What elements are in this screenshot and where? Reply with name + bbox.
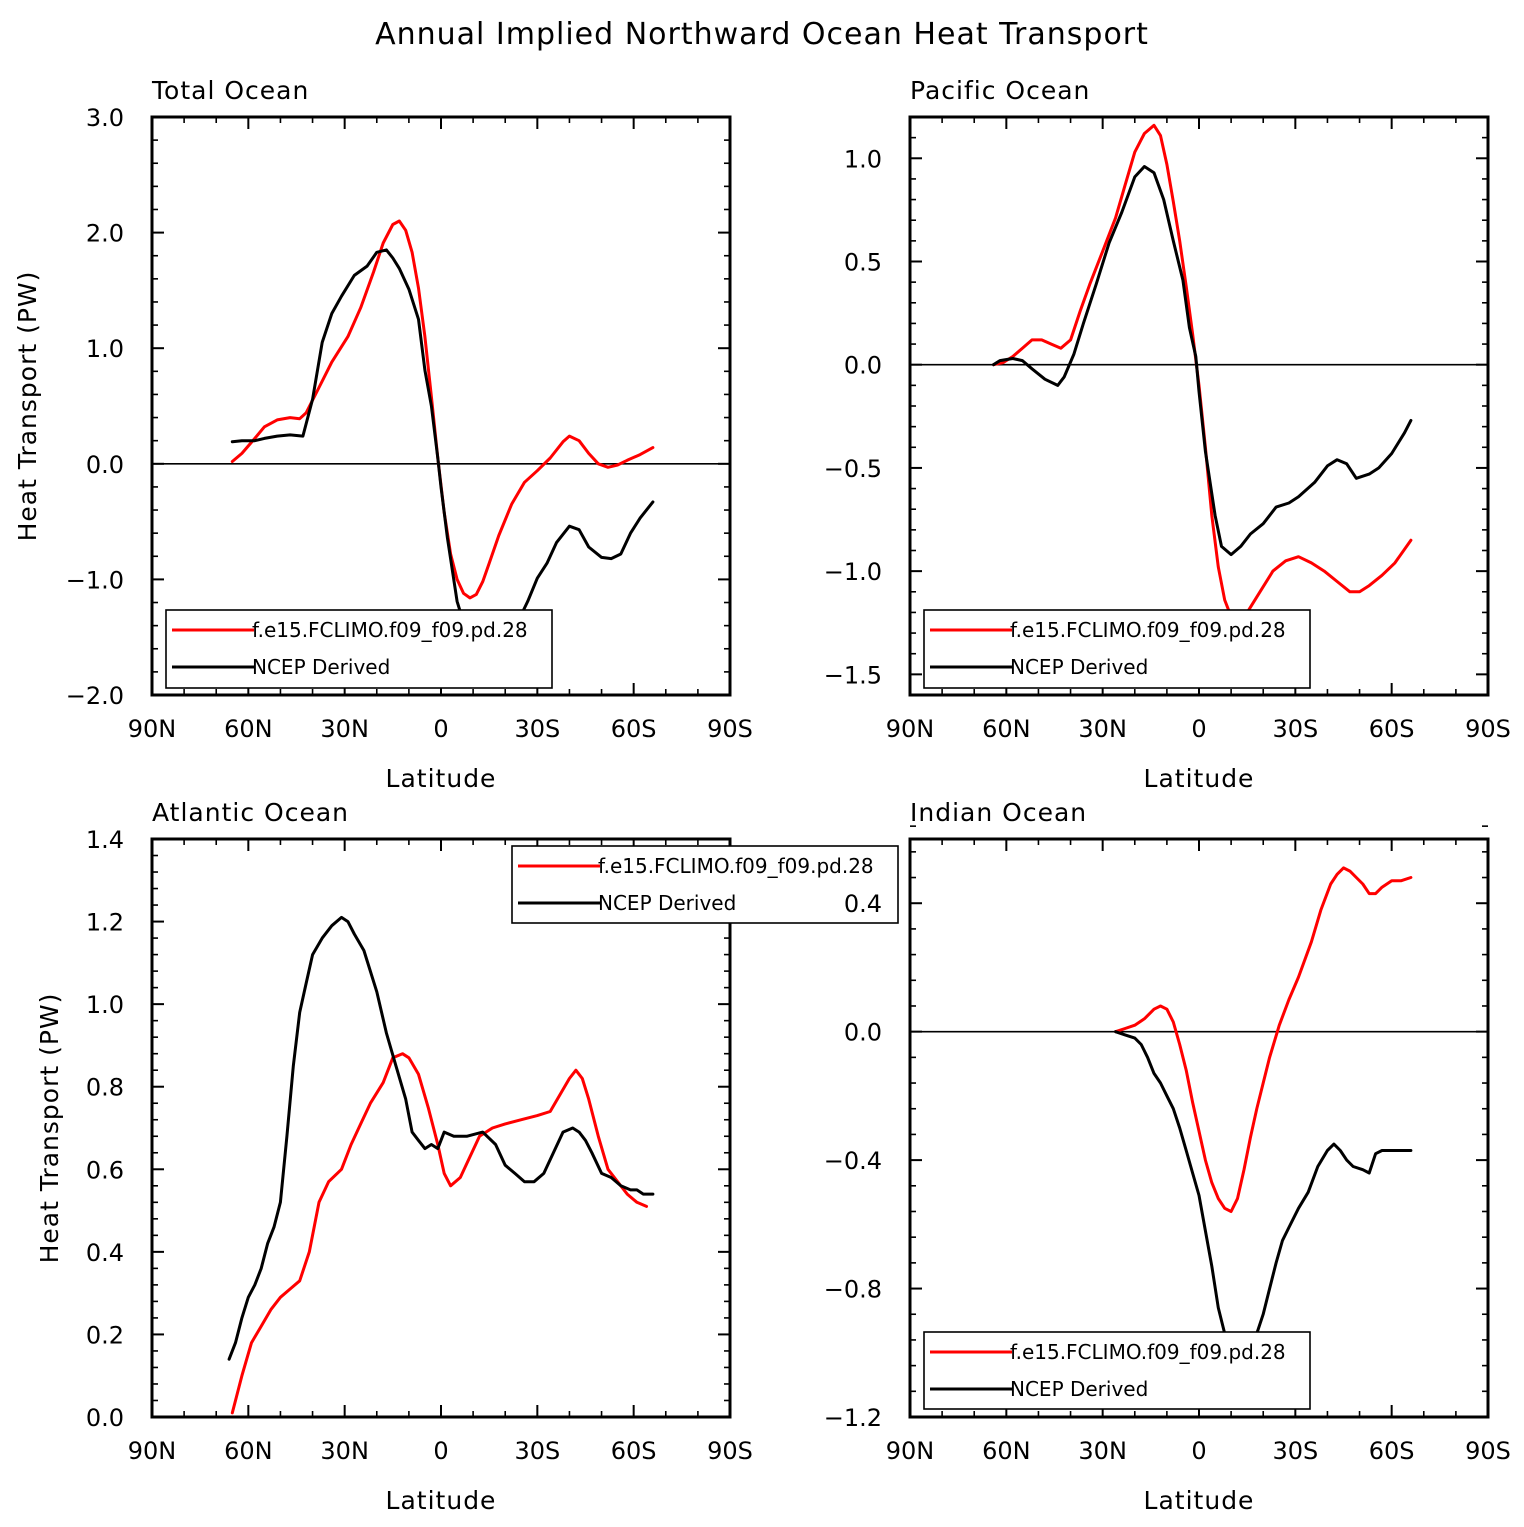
legend-label-ncep: NCEP Derived [1010,1377,1148,1401]
y-tick-label: −1.5 [824,661,882,689]
y-tick-label: 0.4 [86,1239,124,1267]
chart-title: Annual Implied Northward Ocean Heat Tran… [375,17,1149,52]
x-tick-label: 30S [514,1437,560,1465]
legend-label-model: f.e15.FCLIMO.f09_f09.pd.28 [1010,1340,1286,1364]
series-line-model [230,1052,648,1415]
panel-title: Indian Ocean [910,798,1087,827]
legend-label-model: f.e15.FCLIMO.f09_f09.pd.28 [1010,618,1286,642]
series-line-ncep [230,248,655,659]
x-tick-label: 30N [1078,715,1127,743]
panel-indian-ocean: Indian Ocean 90N 60N 30N 0 30S 60S 90S −1.2 −0.8 −… [824,798,1511,1515]
legend-label-model: f.e15.FCLIMO.f09_f09.pd.28 [252,618,528,642]
x-tick-label: 60N [982,1437,1031,1465]
y-tick-label: 0.8 [86,1074,124,1102]
y-tick-label: −1.0 [824,558,882,586]
y-tick-label: 0.0 [844,1019,882,1047]
series-line-model [1114,866,1413,1213]
x-tick-label: 90N [886,715,935,743]
y-tick-label: 0.0 [844,352,882,380]
y-tick-label: 1.0 [86,991,124,1019]
legend: f.e15.FCLIMO.f09_f09.pd.28 NCEP Derived [511,845,899,924]
x-tick-label: 0 [1191,715,1206,743]
legend-label-ncep: NCEP Derived [598,891,736,915]
x-tick-label: 90S [1465,715,1511,743]
series-line-ncep [992,165,1413,557]
plot-frame [150,115,732,697]
y-tick-label: 1.0 [86,335,124,363]
y-tick-label: 0.5 [844,249,882,277]
x-tick-label: 90N [128,715,177,743]
y-tick-label: 3.0 [86,104,124,132]
x-tick-label: 30S [514,715,560,743]
legend-label-model: f.e15.FCLIMO.f09_f09.pd.28 [598,854,874,878]
x-tick-label: 60N [224,715,273,743]
y-tick-label: 1.2 [86,909,124,937]
x-tick-label: 30S [1272,715,1318,743]
y-axis-label: Heat Transport (PW) [13,271,42,542]
legend-label-ncep: NCEP Derived [252,655,390,679]
x-tick-label: 30N [320,1437,369,1465]
legend: f.e15.FCLIMO.f09_f09.pd.28 NCEP Derived [923,609,1311,689]
x-axis-label: Latitude [1144,1486,1255,1515]
x-tick-label: 60N [224,1437,273,1465]
x-tick-label: 0 [1191,1437,1206,1465]
x-tick-label: 90S [707,1437,753,1465]
legend-box [923,1331,1311,1410]
y-tick-label: 0.4 [844,890,882,918]
y-axis-label: Heat Transport (PW) [35,993,64,1264]
y-tick-label: −2.0 [66,682,124,710]
panel-title: Pacific Ocean [910,76,1090,105]
x-axis-label: Latitude [386,764,497,793]
y-tick-label: −1.0 [66,566,124,594]
y-tick-label: 0.0 [86,451,124,479]
x-axis-label: Latitude [386,1486,497,1515]
series-line-model [230,219,655,600]
y-tick-label: 0.2 [86,1321,124,1349]
x-tick-label: 90S [707,715,753,743]
x-tick-label: 90N [128,1437,177,1465]
plot-frame [908,115,1490,697]
y-tick-label: 1.0 [844,145,882,173]
y-tick-label: 0.6 [86,1156,124,1184]
series-line-ncep [227,915,655,1361]
x-tick-label: 60S [611,1437,657,1465]
x-tick-label: 90S [1465,1437,1511,1465]
panel-total-ocean: Total Ocean 90N 60N 30N 0 30S 60S 90S −2.0 −1.0 0.… [13,76,753,793]
x-tick-label: 30N [1078,1437,1127,1465]
legend: f.e15.FCLIMO.f09_f09.pd.28 NCEP Derived [923,1331,1311,1410]
legend-box [511,845,899,924]
y-tick-label: −0.8 [824,1276,882,1304]
x-tick-label: 30N [320,715,369,743]
legend-box [923,609,1311,689]
panels: Total Ocean 90N 60N 30N 0 30S 60S 90S −2.0 −1.0 0.… [13,76,1511,1515]
panel-atlantic-ocean: Atlantic Ocean 90N 60N 30N 0 30S 60S 90S 0.0 0.2 0… [35,798,899,1515]
x-tick-label: 60S [1369,1437,1415,1465]
y-tick-label: 1.4 [86,826,124,854]
x-tick-label: 0 [433,715,448,743]
series-line-model [992,123,1413,621]
legend-box [165,609,553,689]
panel-title: Total Ocean [151,76,309,105]
x-tick-label: 0 [433,1437,448,1465]
panel-pacific-ocean: Pacific Ocean 90N 60N 30N 0 30S 60S 90S −1.5 −1.0… [824,76,1511,793]
legend: f.e15.FCLIMO.f09_f09.pd.28 NCEP Derived [165,609,553,689]
x-tick-label: 30S [1272,1437,1318,1465]
y-tick-label: 0.0 [86,1404,124,1432]
panel-title: Atlantic Ocean [152,798,349,827]
y-tick-label: −0.4 [824,1147,882,1175]
y-tick-label: −0.5 [824,455,882,483]
x-axis-label: Latitude [1144,764,1255,793]
y-tick-label: −1.2 [824,1404,882,1432]
x-tick-label: 60S [611,715,657,743]
x-tick-label: 90N [886,1437,935,1465]
x-tick-label: 60N [982,715,1031,743]
y-tick-label: 2.0 [86,220,124,248]
legend-label-ncep: NCEP Derived [1010,655,1148,679]
x-tick-label: 60S [1369,715,1415,743]
